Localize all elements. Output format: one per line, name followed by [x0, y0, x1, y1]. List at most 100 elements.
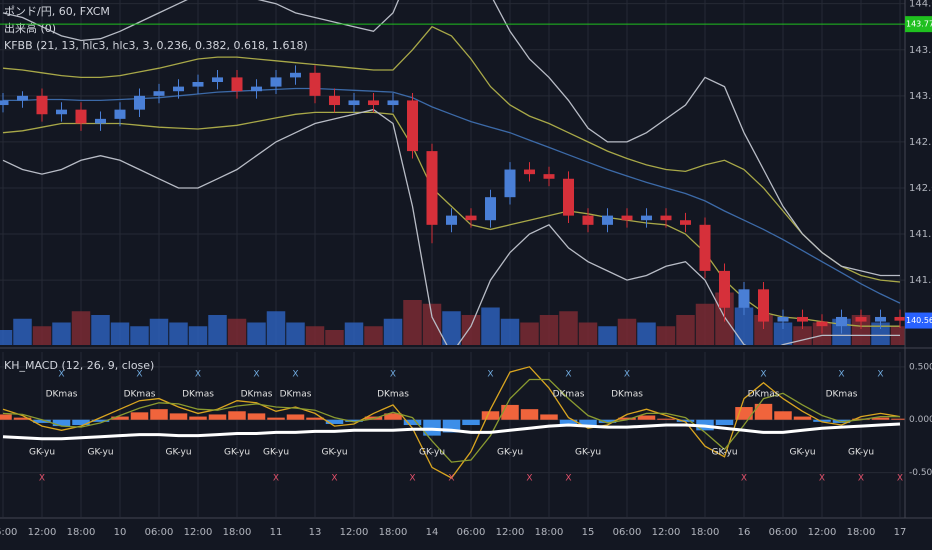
candle-body: [485, 197, 496, 221]
annotation: DKmas: [553, 390, 585, 400]
volume-bar: [110, 322, 130, 345]
annotation: X: [273, 474, 279, 484]
y-tick-label: 141.500: [909, 229, 932, 240]
volume-bar: [773, 322, 793, 345]
volume-bar: [793, 326, 812, 345]
candle-body: [894, 316, 905, 321]
annotation: X: [526, 474, 532, 484]
x-tick-label: 11: [270, 527, 283, 538]
candle-body: [114, 109, 126, 119]
price-label: 140.561: [906, 316, 932, 325]
annotation: DKmas: [182, 390, 214, 400]
histogram-bar: [423, 419, 441, 436]
x-tick-label: 18:00: [847, 527, 876, 538]
price-label: 143.778: [906, 20, 932, 29]
x-tick-label: 17: [894, 527, 907, 538]
histogram-bar: [462, 419, 480, 426]
volume-bar: [559, 311, 578, 345]
histogram-bar: [208, 414, 227, 420]
annotation: GK-yu: [263, 448, 289, 458]
histogram-bar: [676, 419, 695, 422]
volume-label: 出来高 (0): [4, 21, 56, 35]
histogram-bar: [579, 419, 597, 427]
candle-body: [563, 178, 574, 216]
volume-bar: [305, 326, 325, 345]
candle-body: [738, 289, 750, 308]
histogram-bar: [559, 419, 578, 424]
candle-body: [504, 169, 516, 198]
annotation: DKmas: [826, 390, 858, 400]
volume-bar: [851, 315, 871, 345]
histogram-bar: [715, 419, 734, 426]
x-tick-label: 12:00: [340, 527, 369, 538]
candle-body: [368, 100, 379, 106]
histogram-bar: [481, 411, 500, 420]
x-tick-label: 12:00: [652, 527, 681, 538]
annotation: X: [292, 370, 298, 380]
volume-bar: [149, 318, 169, 345]
candle-body: [153, 91, 165, 96]
volume-bar: [520, 322, 539, 345]
annotation: GK-yu: [165, 448, 191, 458]
volume-bar: [481, 307, 500, 345]
volume-bar: [461, 315, 481, 345]
price-pane: [0, 0, 905, 345]
candle-body: [231, 77, 243, 92]
candle-body: [875, 316, 886, 322]
histogram-bar: [813, 419, 831, 422]
y-tick-label: 143.000: [909, 91, 932, 102]
volume-bar: [871, 322, 890, 345]
annotation: X: [390, 370, 396, 380]
volume-bar: [539, 315, 559, 345]
histogram-bar: [150, 409, 168, 420]
annotation: DKmas: [611, 390, 643, 400]
annotation: GK-yu: [497, 448, 523, 458]
histogram-bar: [774, 411, 792, 420]
histogram-bar: [189, 416, 207, 420]
annotation: X: [565, 474, 571, 484]
price-label-bg: [905, 16, 932, 33]
x-tick-label: 10: [114, 527, 127, 538]
annotation: X: [487, 370, 493, 380]
histogram-bar: [325, 419, 344, 424]
volume-bar: [247, 322, 266, 345]
line: [3, 87, 901, 304]
y-tick-label: 144.000: [909, 0, 932, 10]
x-tick-label: 18:00: [535, 527, 564, 538]
annotation: X: [838, 370, 844, 380]
candle-body: [134, 95, 145, 110]
candle-body: [17, 95, 28, 101]
annotation: GK-yu: [29, 448, 55, 458]
line: [2, 0, 900, 277]
axes: 144.000 143.500 143.000 142.500 142.000 141.5…: [0, 0, 932, 538]
histogram-bar: [13, 417, 32, 420]
x-tick-label: 12:00: [28, 527, 57, 538]
volume-bar: [442, 311, 461, 345]
x-tick-label: 06:00: [613, 527, 642, 538]
candle-body: [95, 118, 106, 124]
histogram-bar: [793, 416, 812, 420]
candle-body: [836, 316, 847, 327]
candle-body: [36, 95, 48, 115]
volume-bar: [656, 326, 676, 345]
annotation: DKmas: [280, 390, 312, 400]
candle-body: [602, 215, 613, 225]
histogram-bar: [247, 413, 266, 420]
volume-bar: [403, 300, 422, 345]
annotation: DKmas: [748, 390, 780, 400]
volume-bar: [71, 311, 91, 345]
volume-bar: [734, 307, 754, 345]
candle-body: [192, 82, 204, 87]
volume-bar: [188, 326, 208, 345]
histogram-bar: [871, 417, 890, 420]
macd-title: KH_MACD (12, 26, 9, close): [4, 359, 154, 372]
annotation: GK-yu: [575, 448, 601, 458]
histogram-bar: [501, 404, 519, 420]
histogram-bar: [169, 413, 188, 420]
volume-bar: [325, 330, 344, 345]
volume-bar: [13, 318, 32, 345]
annotation: GK-yu: [87, 448, 113, 458]
histogram-bar: [637, 415, 656, 420]
